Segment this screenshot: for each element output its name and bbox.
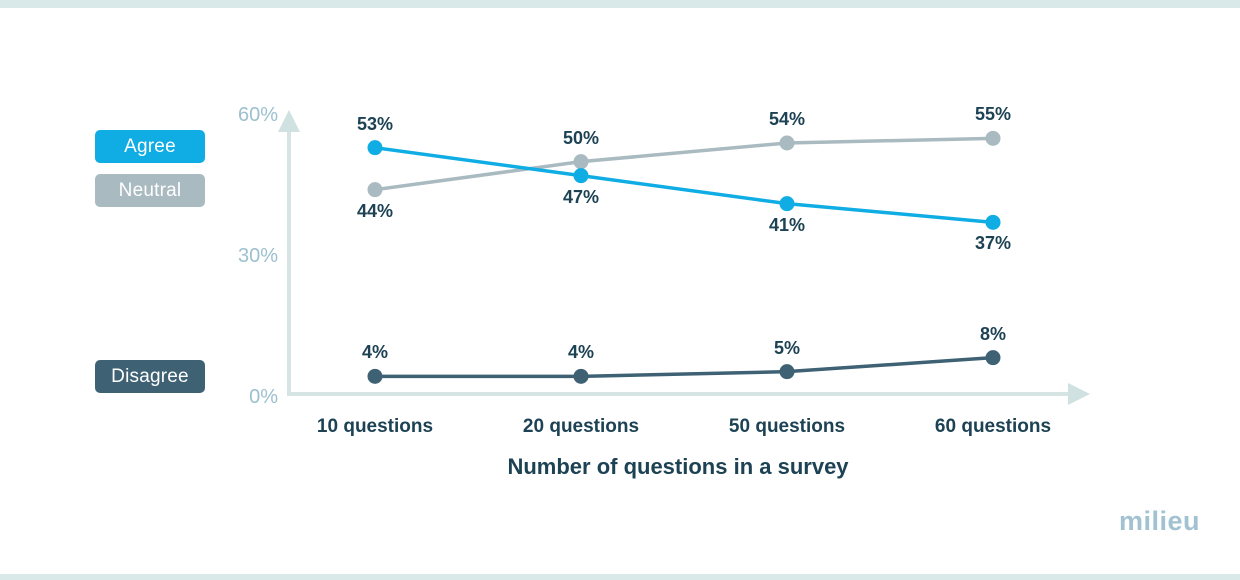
point-label: 54% bbox=[768, 109, 806, 129]
data-point-disagree bbox=[779, 364, 795, 380]
series-line-disagree bbox=[375, 355, 994, 379]
data-point-neutral bbox=[779, 135, 795, 151]
point-label: 50% bbox=[562, 127, 600, 148]
x-tick-60-questions: 60 questions bbox=[934, 416, 1052, 437]
data-point-disagree bbox=[985, 350, 1001, 366]
y-axis-arrowhead-icon bbox=[278, 110, 300, 132]
point-label: 8% bbox=[979, 323, 1007, 344]
x-tick-50-questions: 50 questions bbox=[728, 416, 846, 437]
data-point-neutral bbox=[985, 130, 1001, 146]
series-line-neutral bbox=[374, 136, 994, 192]
x-axis-title: Number of questions in a survey bbox=[507, 454, 849, 479]
data-point-agree bbox=[573, 168, 589, 184]
bottom-accent-strip bbox=[0, 574, 1240, 580]
point-label: 4% bbox=[567, 342, 595, 363]
y-tick-0: 0% bbox=[249, 386, 278, 408]
legend-badge-disagree: Disagree bbox=[95, 360, 205, 393]
data-point-disagree bbox=[367, 368, 383, 384]
point-label: 53% bbox=[356, 113, 394, 134]
point-label: 5% bbox=[773, 337, 801, 358]
y-tick-60: 60% bbox=[237, 104, 278, 126]
point-label: 47% bbox=[562, 186, 600, 207]
top-accent-strip bbox=[0, 0, 1240, 8]
x-tick-10-questions: 10 questions bbox=[316, 416, 434, 437]
series-line-agree bbox=[374, 145, 994, 225]
point-label: 44% bbox=[356, 200, 394, 221]
y-axis-line bbox=[287, 128, 291, 396]
x-axis-arrowhead-icon bbox=[1068, 383, 1090, 405]
data-point-agree bbox=[985, 214, 1001, 230]
data-point-neutral bbox=[573, 154, 589, 170]
milieu-logo: milieu bbox=[1118, 506, 1200, 536]
data-point-disagree bbox=[573, 368, 589, 384]
x-tick-20-questions: 20 questions bbox=[522, 416, 640, 437]
data-point-agree bbox=[367, 140, 383, 156]
point-label: 4% bbox=[361, 342, 389, 363]
data-point-neutral bbox=[367, 182, 383, 198]
y-tick-30: 30% bbox=[237, 245, 278, 267]
point-label: 41% bbox=[768, 214, 806, 235]
point-label: 55% bbox=[974, 104, 1012, 125]
point-label: 37% bbox=[974, 233, 1012, 254]
legend-badge-agree: Agree bbox=[95, 130, 205, 163]
x-axis-line bbox=[288, 392, 1068, 396]
legend-badge-neutral: Neutral bbox=[95, 174, 205, 207]
data-point-agree bbox=[779, 196, 795, 212]
